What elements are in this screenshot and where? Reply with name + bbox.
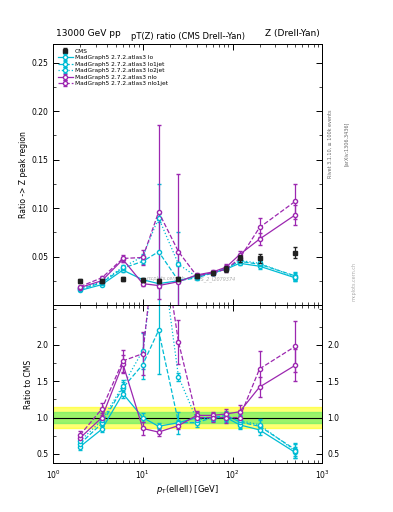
X-axis label: $p_{\rm T}$(ellell) [GeV]: $p_{\rm T}$(ellell) [GeV]: [156, 483, 219, 497]
Title: pT(Z) ratio (CMS Drell--Yan): pT(Z) ratio (CMS Drell--Yan): [130, 32, 245, 41]
Bar: [53, 413, 322, 423]
Text: Z (Drell-Yan): Z (Drell-Yan): [265, 29, 320, 38]
Text: 13000 GeV pp: 13000 GeV pp: [56, 29, 121, 38]
Text: [arXiv:1306.3436]: [arXiv:1306.3436]: [344, 121, 349, 165]
Text: mcplots.cern.ch: mcplots.cern.ch: [147, 276, 185, 281]
Bar: [53, 407, 322, 429]
Y-axis label: Ratio -> Z peak region: Ratio -> Z peak region: [19, 131, 28, 218]
Legend: CMS, MadGraph5 2.7.2.atlas3 lo, MadGraph5 2.7.2.atlas3 lo1jet, MadGraph5 2.7.2.a: CMS, MadGraph5 2.7.2.atlas3 lo, MadGraph…: [56, 46, 170, 89]
Y-axis label: Ratio to CMS: Ratio to CMS: [24, 359, 33, 409]
Text: Rivet 3.1.10, ≥ 100k events: Rivet 3.1.10, ≥ 100k events: [328, 109, 333, 178]
Text: mcplots.cern.ch: mcplots.cern.ch: [352, 262, 357, 301]
Text: CMS_2_I2079374: CMS_2_I2079374: [193, 276, 236, 282]
